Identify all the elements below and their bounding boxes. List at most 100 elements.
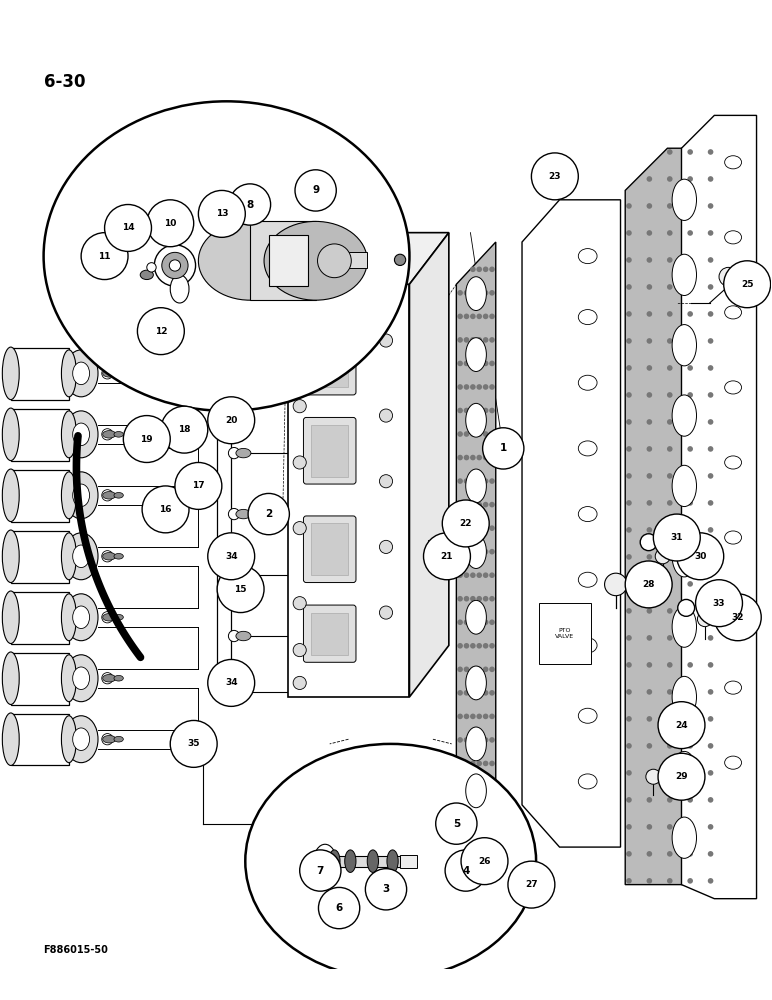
Ellipse shape: [725, 531, 742, 544]
Text: 6: 6: [336, 903, 343, 913]
Circle shape: [476, 737, 482, 743]
Circle shape: [714, 594, 761, 641]
Circle shape: [229, 687, 239, 698]
Ellipse shape: [62, 472, 76, 519]
Circle shape: [482, 266, 489, 272]
Circle shape: [687, 500, 693, 506]
Ellipse shape: [236, 688, 251, 697]
Circle shape: [482, 314, 489, 319]
Ellipse shape: [672, 395, 696, 436]
Circle shape: [470, 784, 476, 790]
Circle shape: [667, 392, 672, 398]
Circle shape: [723, 261, 770, 308]
Ellipse shape: [2, 408, 19, 461]
Text: 3: 3: [382, 884, 390, 894]
Ellipse shape: [678, 599, 695, 616]
Circle shape: [464, 596, 469, 602]
Ellipse shape: [672, 751, 696, 793]
Circle shape: [647, 419, 652, 425]
Circle shape: [147, 263, 156, 272]
Ellipse shape: [313, 844, 337, 878]
Circle shape: [647, 311, 652, 317]
Circle shape: [461, 838, 508, 885]
Circle shape: [687, 527, 693, 533]
Circle shape: [124, 416, 171, 462]
Circle shape: [489, 502, 495, 507]
Text: 6-30: 6-30: [43, 73, 85, 91]
Circle shape: [476, 314, 482, 319]
Circle shape: [482, 428, 524, 469]
Circle shape: [647, 230, 652, 236]
Ellipse shape: [725, 156, 742, 169]
Circle shape: [379, 409, 393, 422]
Ellipse shape: [73, 728, 90, 750]
Circle shape: [102, 551, 113, 562]
Circle shape: [476, 455, 482, 460]
Bar: [311, 523, 348, 575]
Circle shape: [647, 284, 652, 290]
Ellipse shape: [2, 713, 19, 765]
Ellipse shape: [578, 507, 597, 522]
Circle shape: [470, 596, 476, 602]
Text: 29: 29: [676, 772, 688, 781]
Circle shape: [295, 170, 337, 211]
Ellipse shape: [672, 606, 696, 647]
Circle shape: [719, 267, 738, 286]
Circle shape: [464, 784, 469, 790]
Text: 33: 33: [713, 599, 725, 608]
Circle shape: [653, 514, 700, 561]
FancyBboxPatch shape: [303, 516, 356, 583]
Circle shape: [489, 431, 495, 437]
Circle shape: [482, 361, 489, 366]
Circle shape: [687, 392, 693, 398]
Circle shape: [667, 527, 672, 533]
Ellipse shape: [73, 484, 90, 507]
Circle shape: [667, 176, 672, 182]
Circle shape: [489, 478, 495, 484]
Text: 12: 12: [154, 327, 167, 336]
Bar: [217, 359, 232, 697]
Text: 18: 18: [178, 425, 191, 434]
Circle shape: [476, 643, 482, 649]
Circle shape: [626, 527, 631, 533]
Bar: [325, 253, 348, 267]
Circle shape: [626, 851, 631, 857]
Circle shape: [464, 314, 469, 319]
Ellipse shape: [236, 570, 251, 580]
Ellipse shape: [466, 403, 486, 437]
Circle shape: [319, 887, 360, 929]
Circle shape: [476, 361, 482, 366]
Circle shape: [667, 446, 672, 452]
Circle shape: [476, 619, 482, 625]
Circle shape: [81, 233, 128, 280]
Circle shape: [482, 502, 489, 507]
Circle shape: [626, 716, 631, 722]
Circle shape: [508, 861, 555, 908]
Circle shape: [647, 392, 652, 398]
Circle shape: [470, 619, 476, 625]
Circle shape: [687, 473, 693, 479]
Ellipse shape: [640, 534, 657, 551]
Text: 2: 2: [265, 509, 273, 519]
Ellipse shape: [725, 681, 742, 694]
Circle shape: [626, 797, 631, 803]
Circle shape: [464, 619, 469, 625]
Circle shape: [489, 314, 495, 319]
Circle shape: [626, 284, 631, 290]
Circle shape: [482, 667, 489, 672]
Circle shape: [464, 478, 469, 484]
Circle shape: [667, 365, 672, 371]
Circle shape: [482, 596, 489, 602]
Circle shape: [626, 608, 631, 614]
Circle shape: [626, 662, 631, 668]
Circle shape: [171, 720, 217, 767]
Circle shape: [102, 734, 113, 745]
Circle shape: [708, 365, 713, 371]
Circle shape: [102, 368, 113, 379]
Ellipse shape: [62, 350, 76, 397]
Circle shape: [379, 540, 393, 553]
Circle shape: [667, 554, 672, 560]
Ellipse shape: [114, 553, 124, 559]
Ellipse shape: [64, 411, 98, 458]
Circle shape: [476, 690, 482, 696]
